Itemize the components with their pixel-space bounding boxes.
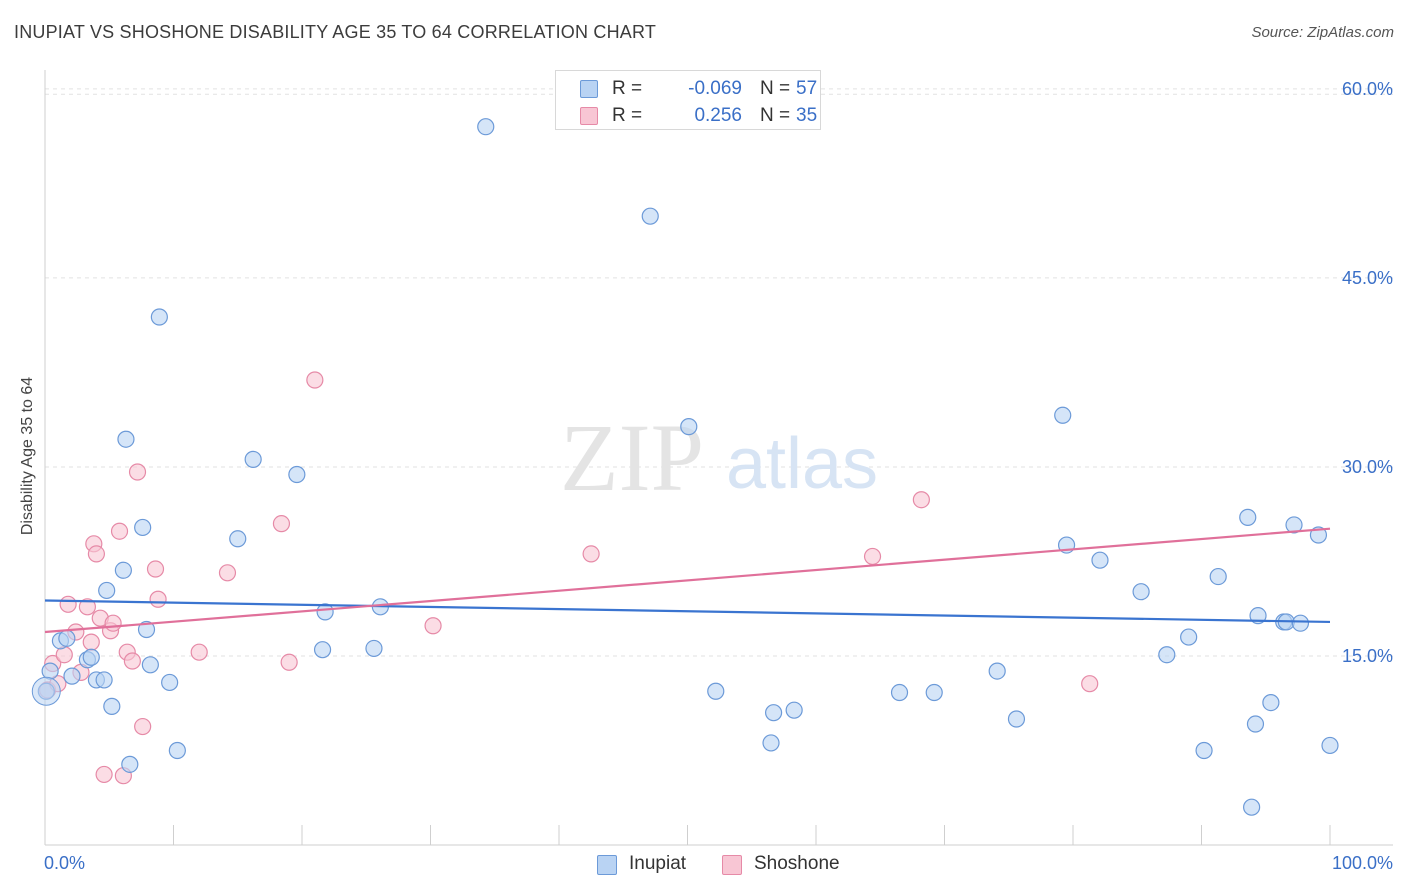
r-value: -0.069 <box>646 78 742 100</box>
point-inupiat <box>1240 509 1256 525</box>
point-shoshone <box>130 464 146 480</box>
point-shoshone <box>273 516 289 532</box>
point-inupiat <box>83 649 99 665</box>
point-inupiat <box>169 742 185 758</box>
point-shoshone <box>1082 676 1098 692</box>
correlation-legend: R = -0.069 N = 57 R = 0.256 N = 35 <box>555 70 821 130</box>
point-inupiat <box>1244 799 1260 815</box>
point-shoshone <box>191 644 207 660</box>
point-inupiat <box>708 683 724 699</box>
point-inupiat <box>763 735 779 751</box>
point-inupiat <box>42 663 58 679</box>
legend-swatch-inupiat <box>580 80 598 98</box>
point-inupiat <box>478 119 494 135</box>
point-shoshone <box>105 615 121 631</box>
point-inupiat <box>99 582 115 598</box>
point-inupiat <box>642 208 658 224</box>
n-label: N = <box>760 105 790 127</box>
point-inupiat <box>1008 711 1024 727</box>
y-tick-label: 60.0% <box>1342 79 1393 99</box>
point-inupiat-cluster <box>32 677 60 705</box>
point-inupiat <box>135 519 151 535</box>
y-tick-label: 15.0% <box>1342 646 1393 666</box>
point-inupiat <box>786 702 802 718</box>
point-inupiat <box>115 562 131 578</box>
point-inupiat <box>1210 569 1226 585</box>
point-inupiat <box>1133 584 1149 600</box>
point-shoshone <box>124 653 140 669</box>
point-inupiat <box>96 672 112 688</box>
point-inupiat <box>151 309 167 325</box>
point-inupiat <box>118 431 134 447</box>
point-inupiat <box>315 642 331 658</box>
point-inupiat <box>64 668 80 684</box>
point-inupiat <box>926 685 942 701</box>
point-shoshone <box>865 548 881 564</box>
point-inupiat <box>1181 629 1197 645</box>
point-inupiat <box>1092 552 1108 568</box>
n-value: 57 <box>796 78 817 100</box>
point-inupiat <box>289 467 305 483</box>
point-shoshone <box>583 546 599 562</box>
n-value: 35 <box>796 105 817 127</box>
legend-swatch-shoshone <box>722 855 742 875</box>
point-shoshone <box>148 561 164 577</box>
point-inupiat <box>245 451 261 467</box>
legend-swatch-inupiat <box>597 855 617 875</box>
point-inupiat <box>892 685 908 701</box>
y-tick-label: 45.0% <box>1342 268 1393 288</box>
point-inupiat <box>122 756 138 772</box>
point-shoshone <box>112 523 128 539</box>
point-inupiat <box>1292 615 1308 631</box>
point-shoshone <box>425 618 441 634</box>
r-label: R = <box>612 105 642 127</box>
point-inupiat <box>162 674 178 690</box>
point-inupiat <box>1263 695 1279 711</box>
grid-lines <box>45 89 1393 656</box>
point-shoshone <box>913 492 929 508</box>
series-legend: Inupiat Shoshone <box>0 850 1406 880</box>
watermark-atlas: atlas <box>726 424 878 504</box>
point-inupiat <box>142 657 158 673</box>
n-label: N = <box>760 78 790 100</box>
point-shoshone <box>150 591 166 607</box>
point-inupiat <box>230 531 246 547</box>
point-shoshone <box>135 719 151 735</box>
legend-label-shoshone: Shoshone <box>754 853 840 875</box>
legend-label-inupiat: Inupiat <box>629 853 686 875</box>
point-shoshone <box>307 372 323 388</box>
tick-labels: 15.0%30.0%45.0%60.0%0.0%100.0% <box>44 79 1393 873</box>
point-shoshone <box>60 596 76 612</box>
point-inupiat <box>1159 647 1175 663</box>
point-inupiat <box>59 630 75 646</box>
point-shoshone <box>83 634 99 650</box>
point-shoshone <box>96 766 112 782</box>
point-inupiat <box>104 698 120 714</box>
r-value: 0.256 <box>646 105 742 127</box>
point-shoshone <box>281 654 297 670</box>
point-inupiat <box>1247 716 1263 732</box>
point-inupiat <box>681 419 697 435</box>
point-inupiat <box>1322 737 1338 753</box>
watermark-zip: ZIP <box>560 404 704 511</box>
point-inupiat <box>766 705 782 721</box>
trend-line-inupiat <box>45 601 1330 622</box>
legend-swatch-shoshone <box>580 107 598 125</box>
watermark: ZIP atlas <box>560 404 878 511</box>
r-label: R = <box>612 78 642 100</box>
point-inupiat <box>1055 407 1071 423</box>
point-inupiat <box>366 640 382 656</box>
point-inupiat <box>1196 742 1212 758</box>
point-inupiat <box>989 663 1005 679</box>
point-shoshone <box>88 546 104 562</box>
y-tick-label: 30.0% <box>1342 457 1393 477</box>
point-shoshone <box>219 565 235 581</box>
